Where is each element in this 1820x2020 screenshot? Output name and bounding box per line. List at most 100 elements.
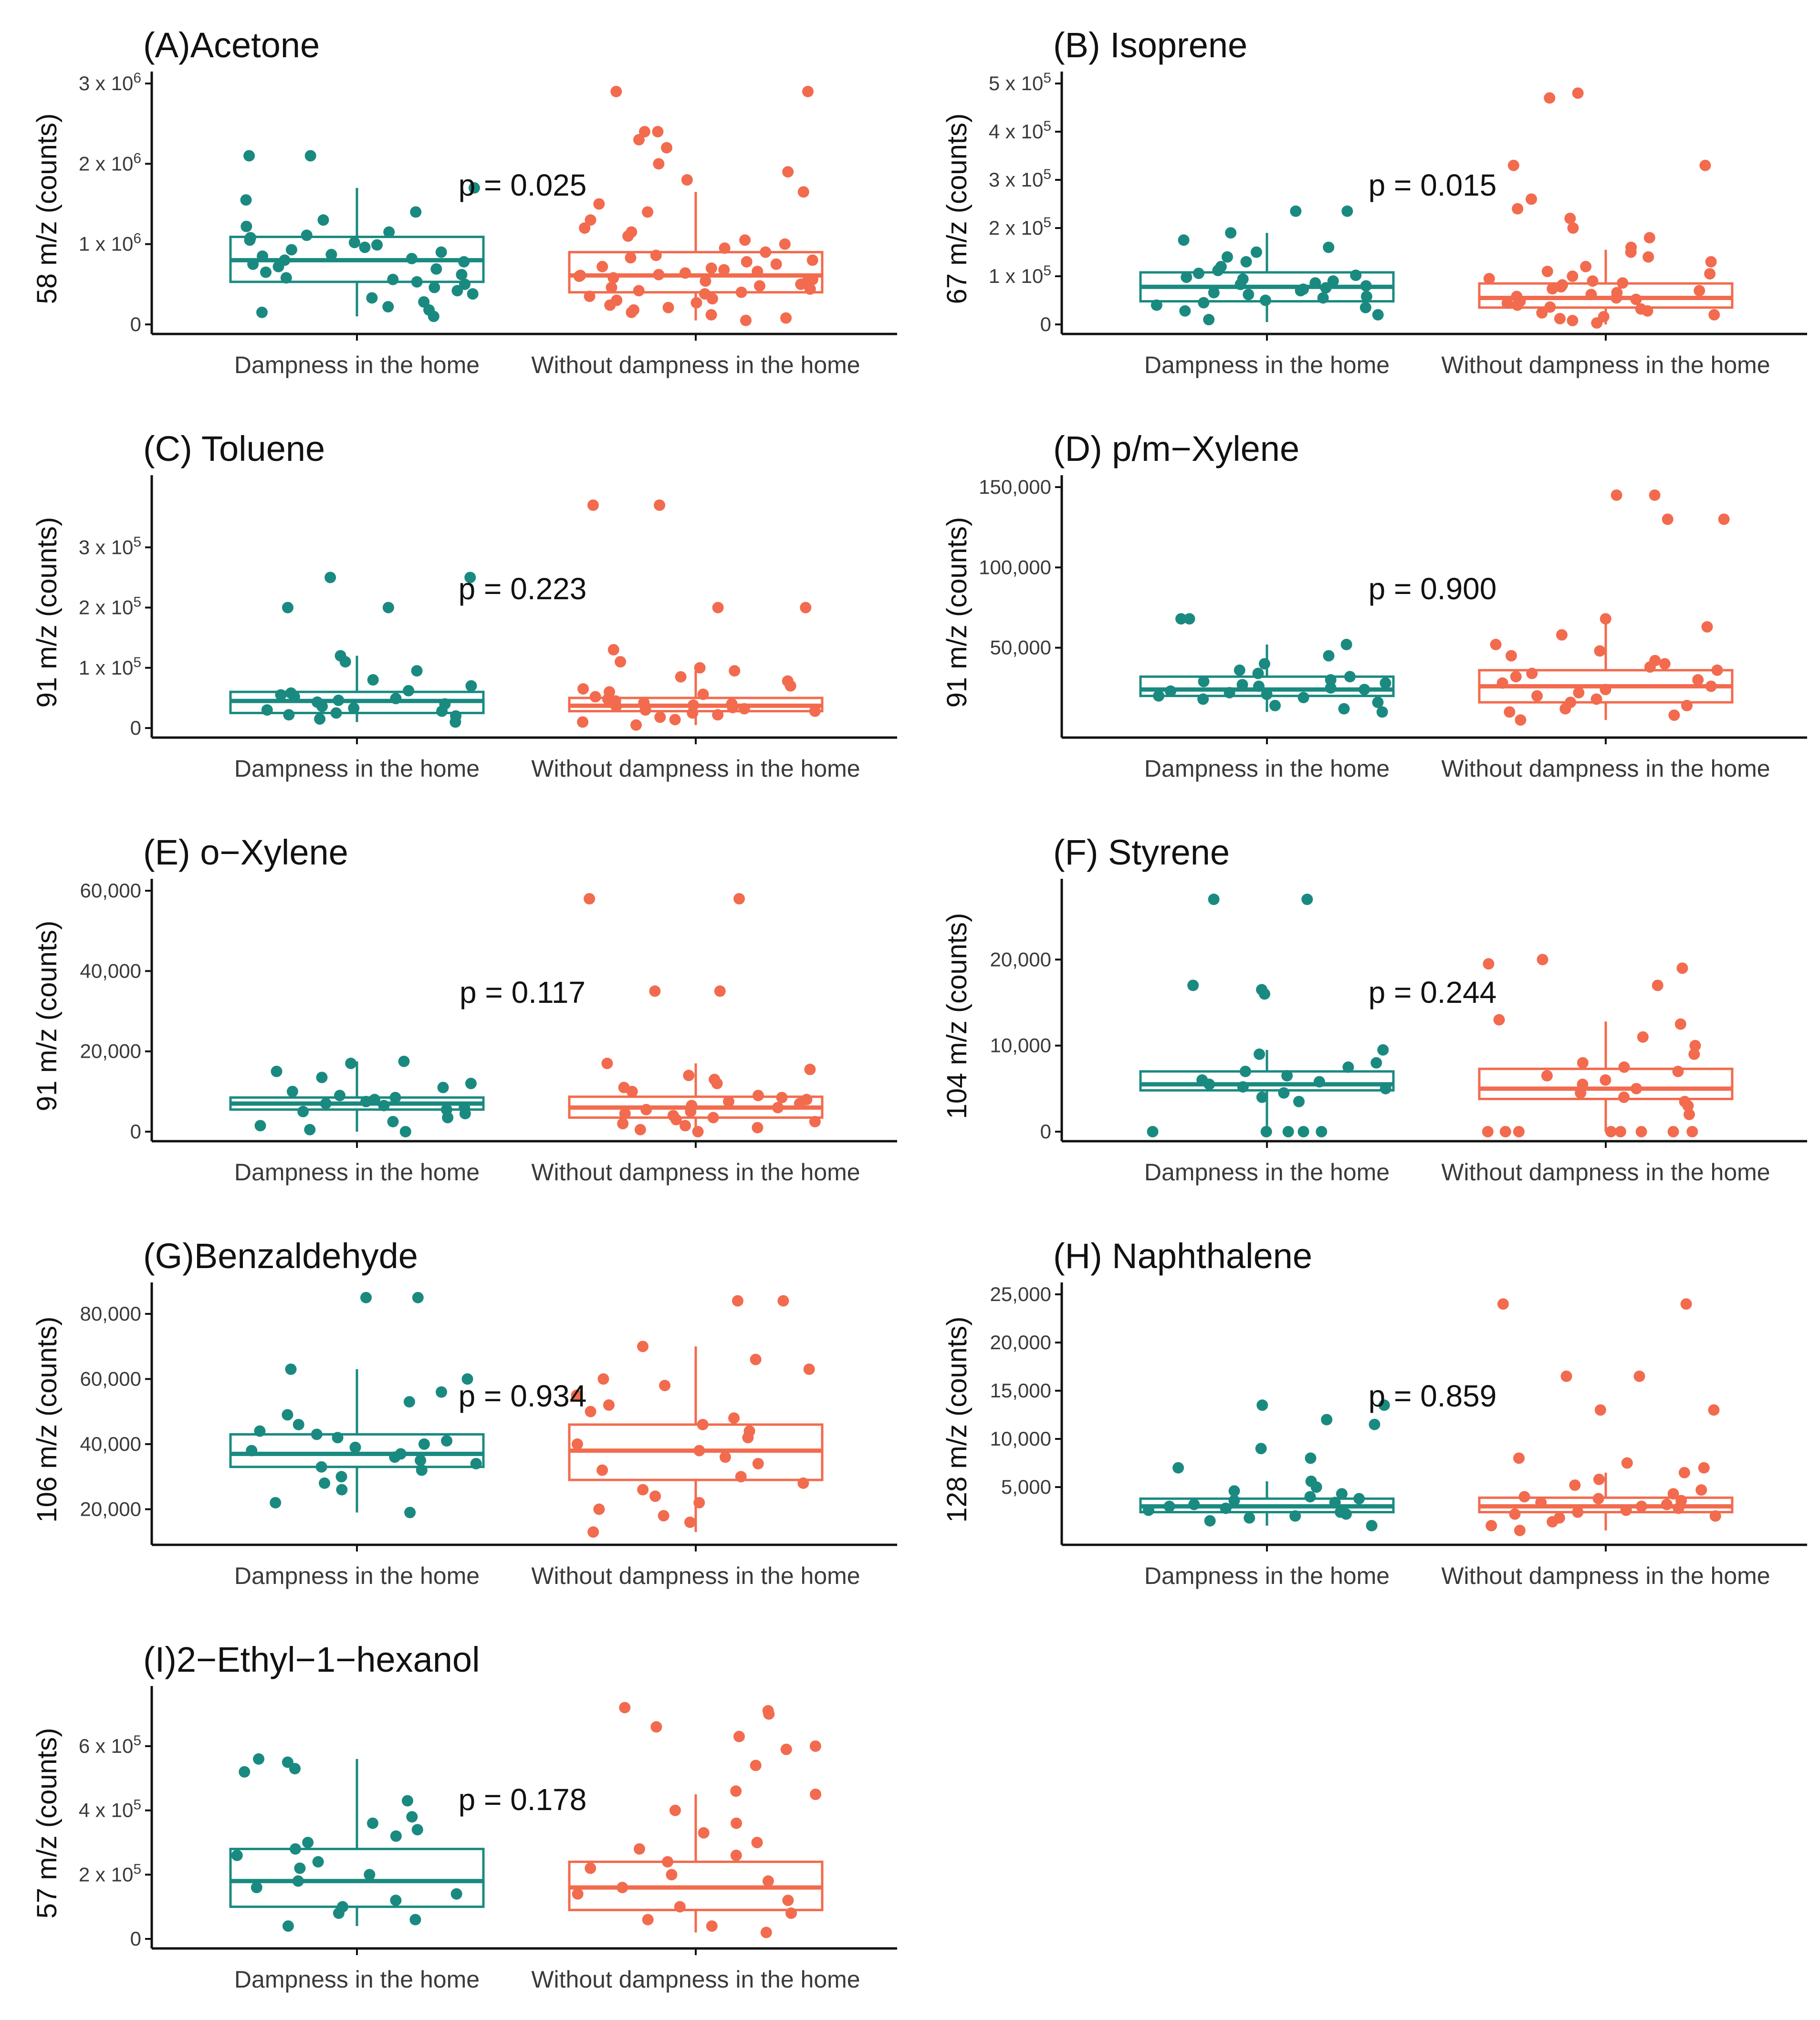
panel-b-isoprene: (B) Isoprene 0 1 x 105 2 x 105 3 x 105 4 x 10… [910,0,1820,404]
y-axis-label: 67 m/z (counts) [941,114,973,304]
y-tick-label: 0 [130,1927,141,1950]
data-point [1327,275,1339,287]
data-point [257,250,269,262]
data-point [662,302,674,313]
data-point [325,249,337,260]
data-point [1511,291,1523,302]
y-tick-label: 80,000 [80,1302,141,1325]
data-point [389,1092,401,1104]
group-without-dampness-in-the-home [568,893,824,1137]
iqr-box [1139,1070,1395,1092]
x-tick-label: Dampness in the home [234,1159,480,1186]
data-point [1505,650,1517,662]
data-point [1305,1475,1317,1487]
data-point [785,1907,797,1919]
data-point [1618,1091,1630,1103]
panel-title: (C) Toluene [143,429,325,469]
data-point [1350,269,1362,281]
data-point [1631,1083,1642,1094]
data-point [669,1804,681,1816]
data-point [740,314,752,326]
group-without-dampness-in-the-home [568,499,824,731]
data-point [712,709,724,721]
data-point [378,1100,390,1112]
data-point [762,1875,774,1887]
y-tick-label: 10,000 [990,1427,1051,1450]
data-point [401,1795,413,1807]
data-point [626,226,638,238]
panel-f-styrene: (F) Styrene 0 10,000 20,000 104 m/z (counts)… [910,807,1820,1211]
data-point [293,1418,304,1430]
data-point [719,1451,731,1463]
y-tick-label: 40,000 [80,959,141,982]
y-tick-label: 0 [1040,1120,1051,1143]
data-point [714,985,726,997]
data-point [368,1093,380,1105]
data-point [285,1363,297,1375]
data-point [1256,984,1268,996]
data-point [336,1484,348,1496]
data-point [382,602,394,614]
group-dampness-in-the-home [1139,613,1395,718]
data-point [801,1093,813,1105]
data-point [254,1120,266,1132]
data-point [726,698,738,710]
data-point [1198,676,1210,687]
data-point [699,288,711,300]
data-point [282,1409,293,1421]
data-point [1236,679,1248,691]
data-point [633,1843,645,1855]
data-point [464,572,476,583]
y-tick-label: 60,000 [80,879,141,902]
data-point [712,602,724,614]
y-tick-label: 150,000 [979,476,1051,498]
x-tick-label: Without dampness in the home [531,755,860,782]
data-point [1635,1500,1647,1512]
data-point [1575,1087,1587,1099]
data-point [1620,1504,1632,1516]
data-point [633,134,645,146]
y-tick-label: 3 x 106 [79,70,141,94]
data-point [700,275,711,287]
data-point [1509,1508,1521,1520]
data-point [468,182,480,194]
data-point [302,1837,314,1848]
data-point [418,1438,430,1450]
data-point [750,1354,762,1365]
y-tick-label: 40,000 [80,1433,141,1455]
y-tick-label: 1 x 106 [79,231,141,255]
data-point [239,1766,251,1778]
data-point [297,1105,309,1117]
data-point [1649,655,1661,666]
panel-g-benzaldehyde: (G)Benzaldehyde 20,000 40,000 60,000 80,000 1… [0,1211,910,1614]
data-point [1635,303,1647,315]
data-point [1372,309,1384,321]
data-point [693,1497,705,1509]
data-point [752,1122,764,1134]
data-point [1253,680,1265,692]
chart-e: (E) o−Xylene 0 20,000 40,000 60,000 91 m/z (c… [31,833,897,1186]
group-without-dampness-in-the-home [568,85,824,326]
y-tick-label: 2 x 105 [79,1861,141,1885]
data-point [441,1435,453,1447]
data-point [450,710,462,722]
data-point [731,1817,743,1829]
y-tick-label: 6 x 105 [79,1733,141,1757]
data-point [311,696,323,708]
data-point [280,272,292,284]
data-point [1179,305,1191,317]
data-point [286,1085,298,1097]
data-point [611,294,623,306]
data-point [301,229,313,241]
data-point [1336,1488,1348,1500]
y-tick-label: 100,000 [979,556,1051,578]
data-point [412,1291,424,1303]
data-point [1569,1479,1581,1491]
data-point [730,1785,742,1797]
data-point [311,1428,323,1440]
p-value-label: p = 0.117 [460,975,586,1010]
data-point [649,1490,661,1502]
data-point [723,1095,735,1107]
data-point [1611,489,1622,501]
data-point [1672,1065,1684,1077]
